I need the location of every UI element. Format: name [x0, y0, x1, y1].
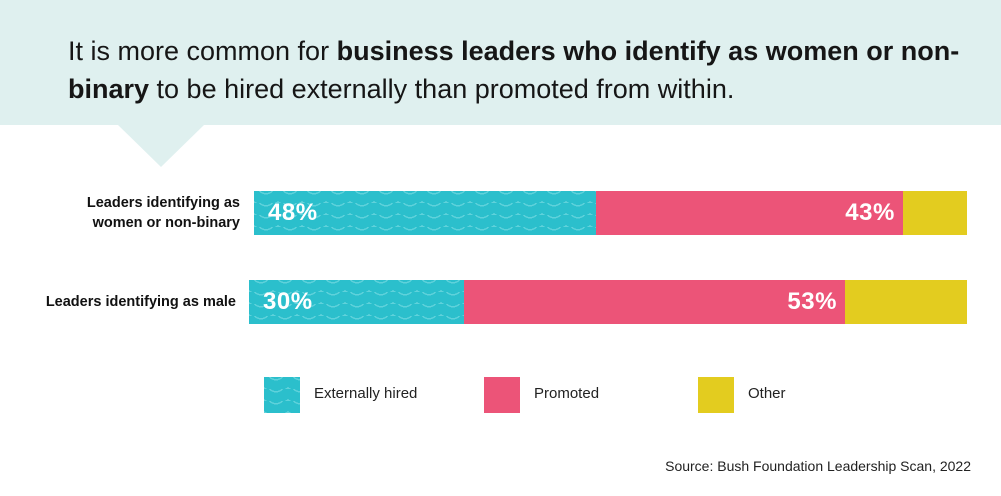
bar-row: 48% 43% — [254, 191, 967, 235]
headline-bold: business leaders who identify as women o… — [68, 36, 960, 104]
category-label: Leaders identifying as women or non-binar… — [87, 193, 240, 233]
category-label-line: Leaders identifying as — [86, 195, 240, 211]
bar-segment-other — [844, 280, 967, 324]
bar-segment-other — [902, 191, 967, 235]
chart-headline: It is more common for business leaders w… — [68, 32, 968, 108]
legend-label: Other — [748, 385, 786, 402]
source-note: Source: Bush Foundation Leadership Scan,… — [665, 458, 971, 474]
headline-part2: to be hired externally than promoted fro… — [149, 74, 735, 104]
bar-segment-externally-hired: 48% — [254, 191, 597, 235]
headline-part1: It is more common for — [68, 36, 337, 66]
legend-swatch-externally-hired — [264, 377, 300, 413]
data-label: 30% — [263, 288, 313, 315]
headline-banner — [0, 0, 1001, 125]
data-label: 48% — [268, 199, 318, 226]
category-label-line: women or non-binary — [92, 215, 240, 231]
bar-segment-promoted: 53% — [464, 280, 845, 324]
bar-segment-promoted: 43% — [596, 191, 903, 235]
bar-row: 30% 53% — [249, 280, 967, 324]
banner-pointer — [118, 125, 204, 167]
category-label: Leaders identifying as male — [46, 292, 236, 312]
category-label-line: Leaders identifying as male — [45, 294, 236, 310]
legend-swatch-promoted — [484, 377, 520, 413]
bar-segment-externally-hired: 30% — [249, 280, 465, 324]
data-label: 43% — [845, 199, 895, 226]
data-label: 53% — [787, 288, 837, 315]
legend-label: Promoted — [534, 385, 600, 402]
legend-swatch-other — [698, 377, 734, 413]
legend-label: Externally hired — [314, 385, 418, 402]
